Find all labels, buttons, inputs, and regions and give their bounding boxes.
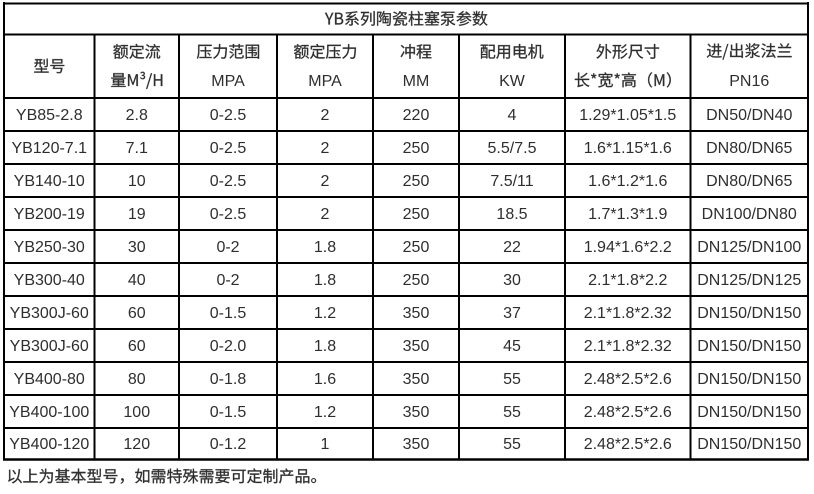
svg-text:0-1.2: 0-1.2 (210, 436, 247, 453)
svg-text:250: 250 (403, 239, 430, 256)
svg-text:DN150/DN150: DN150/DN150 (697, 338, 801, 355)
svg-text:DN150/DN150: DN150/DN150 (697, 305, 801, 322)
svg-text:7.1: 7.1 (126, 140, 148, 157)
svg-text:YB120-7.1: YB120-7.1 (11, 140, 87, 157)
svg-text:40: 40 (128, 272, 146, 289)
svg-text:DN125/DN125: DN125/DN125 (697, 272, 801, 289)
svg-text:DN150/DN150: DN150/DN150 (697, 371, 801, 388)
svg-text:250: 250 (403, 272, 430, 289)
svg-text:1.6*1.15*1.6: 1.6*1.15*1.6 (584, 140, 672, 157)
svg-text:2.48*2.5*2.6: 2.48*2.5*2.6 (584, 371, 672, 388)
svg-text:DN80/DN65: DN80/DN65 (706, 140, 792, 157)
svg-text:YB400-100: YB400-100 (9, 404, 89, 421)
svg-text:0-2.5: 0-2.5 (210, 173, 247, 190)
svg-text:250: 250 (403, 140, 430, 157)
svg-text:PN16: PN16 (729, 73, 769, 90)
svg-text:2: 2 (321, 107, 330, 124)
svg-text:1.6: 1.6 (314, 371, 336, 388)
svg-text:55: 55 (503, 404, 521, 421)
svg-text:1.94*1.6*2.2: 1.94*1.6*2.2 (584, 239, 672, 256)
svg-text:2.1*1.8*2.32: 2.1*1.8*2.32 (584, 338, 672, 355)
svg-text:30: 30 (128, 239, 146, 256)
svg-text:2: 2 (321, 140, 330, 157)
svg-text:MPA: MPA (308, 73, 342, 90)
svg-text:80: 80 (128, 371, 146, 388)
svg-text:1.2: 1.2 (314, 305, 336, 322)
svg-text:2.1*1.8*2.32: 2.1*1.8*2.32 (584, 305, 672, 322)
svg-text:2: 2 (321, 173, 330, 190)
svg-text:1.8: 1.8 (314, 239, 336, 256)
svg-text:0-2: 0-2 (216, 272, 239, 289)
svg-text:350: 350 (403, 404, 430, 421)
svg-text:YB250-30: YB250-30 (14, 239, 85, 256)
svg-text:250: 250 (403, 206, 430, 223)
svg-text:MPA: MPA (211, 73, 245, 90)
svg-text:2.48*2.5*2.6: 2.48*2.5*2.6 (584, 436, 672, 453)
svg-text:30: 30 (503, 272, 521, 289)
svg-text:350: 350 (403, 338, 430, 355)
svg-text:YB400-80: YB400-80 (14, 371, 85, 388)
svg-text:0-1.5: 0-1.5 (210, 305, 247, 322)
svg-text:YB140-10: YB140-10 (14, 173, 85, 190)
svg-text:37: 37 (503, 305, 521, 322)
svg-text:0-2.5: 0-2.5 (210, 206, 247, 223)
svg-text:0-1.5: 0-1.5 (210, 404, 247, 421)
svg-text:DN100/DN80: DN100/DN80 (702, 206, 797, 223)
svg-text:0-2: 0-2 (216, 239, 239, 256)
svg-text:DN50/DN40: DN50/DN40 (706, 107, 792, 124)
svg-text:1: 1 (321, 436, 330, 453)
svg-text:220: 220 (403, 107, 430, 124)
svg-text:0-1.8: 0-1.8 (210, 371, 247, 388)
svg-text:1.7*1.3*1.9: 1.7*1.3*1.9 (588, 206, 667, 223)
svg-text:YB300-40: YB300-40 (14, 272, 85, 289)
svg-text:1.2: 1.2 (314, 404, 336, 421)
svg-text:YB85-2.8: YB85-2.8 (16, 107, 83, 124)
svg-text:YB400-120: YB400-120 (9, 436, 89, 453)
svg-text:100: 100 (123, 404, 150, 421)
svg-text:2: 2 (321, 206, 330, 223)
svg-text:1.8: 1.8 (314, 272, 336, 289)
svg-text:2.8: 2.8 (126, 107, 148, 124)
svg-text:0-2.5: 0-2.5 (210, 140, 247, 157)
svg-text:2.1*1.8*2.2: 2.1*1.8*2.2 (588, 272, 667, 289)
svg-text:5.5/7.5: 5.5/7.5 (488, 140, 537, 157)
svg-text:350: 350 (403, 305, 430, 322)
svg-text:KW: KW (499, 73, 526, 90)
svg-text:7.5/11: 7.5/11 (490, 173, 533, 190)
svg-text:2.48*2.5*2.6: 2.48*2.5*2.6 (584, 404, 672, 421)
svg-text:120: 120 (123, 436, 150, 453)
svg-text:1.29*1.05*1.5: 1.29*1.05*1.5 (579, 107, 676, 124)
svg-text:60: 60 (128, 305, 146, 322)
svg-text:4: 4 (508, 107, 517, 124)
svg-text:19: 19 (128, 206, 146, 223)
svg-text:0-2.5: 0-2.5 (210, 107, 247, 124)
svg-text:MM: MM (403, 73, 430, 90)
svg-text:55: 55 (503, 371, 521, 388)
svg-text:18.5: 18.5 (496, 206, 527, 223)
svg-text:YB300J-60: YB300J-60 (10, 338, 89, 355)
svg-text:60: 60 (128, 338, 146, 355)
svg-text:0-2.0: 0-2.0 (210, 338, 247, 355)
svg-text:DN150/DN150: DN150/DN150 (697, 436, 801, 453)
svg-text:22: 22 (503, 239, 521, 256)
svg-text:DN150/DN150: DN150/DN150 (697, 404, 801, 421)
svg-text:1.8: 1.8 (314, 338, 336, 355)
svg-text:DN125/DN100: DN125/DN100 (697, 239, 801, 256)
svg-text:350: 350 (403, 436, 430, 453)
svg-text:250: 250 (403, 173, 430, 190)
svg-text:YB200-19: YB200-19 (14, 206, 85, 223)
svg-text:1.6*1.2*1.6: 1.6*1.2*1.6 (588, 173, 667, 190)
svg-text:55: 55 (503, 436, 521, 453)
svg-text:10: 10 (128, 173, 146, 190)
svg-text:350: 350 (403, 371, 430, 388)
svg-text:YB300J-60: YB300J-60 (10, 305, 89, 322)
svg-text:DN80/DN65: DN80/DN65 (706, 173, 792, 190)
svg-text:45: 45 (503, 338, 521, 355)
